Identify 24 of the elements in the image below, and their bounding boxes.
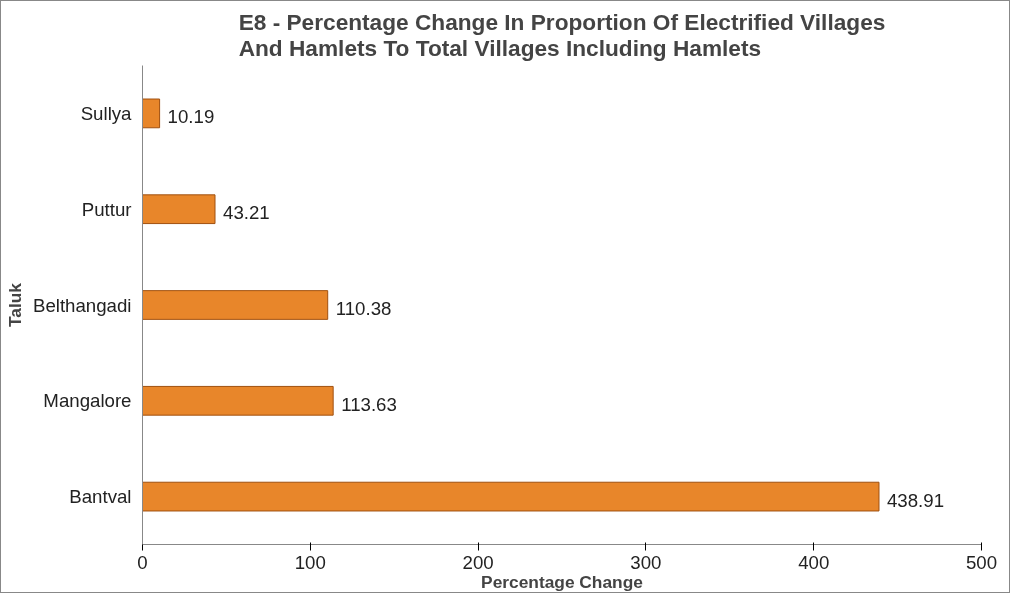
data-label: 110.38 xyxy=(335,298,392,319)
data-label: 113.63 xyxy=(341,393,397,415)
data-label: 43.21 xyxy=(223,202,270,224)
y-axis-title: Taluk xyxy=(4,282,25,327)
x-tick-label: 200 xyxy=(462,551,494,573)
y-tick-label: Mangalore xyxy=(43,390,132,412)
y-tick-label: Belthangadi xyxy=(32,294,132,316)
bar xyxy=(142,481,880,512)
bar xyxy=(142,385,334,416)
y-tick-label: Bantval xyxy=(69,486,132,508)
x-tick-label: 300 xyxy=(630,551,662,573)
bar xyxy=(142,98,161,129)
y-tick-label: Sullya xyxy=(80,102,133,124)
x-tick-label: 400 xyxy=(798,551,830,573)
x-tick-label: 100 xyxy=(294,551,326,573)
x-tick-label: 0 xyxy=(137,551,148,573)
bar xyxy=(142,290,329,320)
y-tick-label: Puttur xyxy=(81,198,132,220)
bar xyxy=(142,194,216,225)
x-tick-label: 500 xyxy=(965,551,998,573)
x-axis-title: Percentage Change xyxy=(481,571,644,592)
data-label: 438.91 xyxy=(886,489,945,511)
chart-title: E8 - Percentage Change In Proportion Of Electrified Villages And Hamlets To Total Villages Including Hamlets xyxy=(238,8,886,61)
data-label: 10.19 xyxy=(167,106,215,128)
